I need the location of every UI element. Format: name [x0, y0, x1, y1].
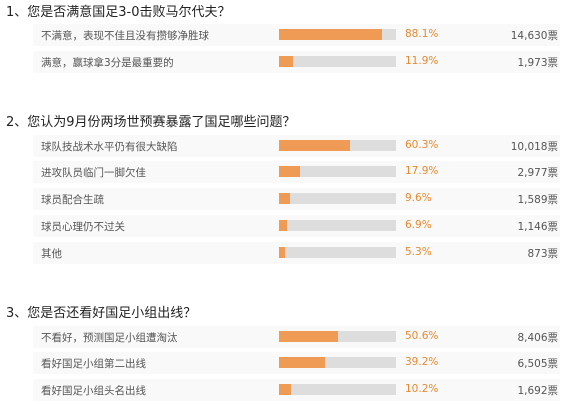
option-percent: 10.2% — [405, 383, 439, 395]
progress-fill — [279, 220, 288, 231]
poll-option-row: 球员心理仍不过关 6.9% 1,146票 — [0, 215, 570, 237]
progress-bar — [279, 331, 396, 342]
poll-option-row: 看好国足小组头名出线 10.2% 1,692票 — [0, 379, 570, 401]
progress-fill — [279, 56, 293, 67]
option-votes: 2,977票 — [517, 167, 558, 179]
option-votes: 8,406票 — [517, 332, 558, 344]
progress-bar — [279, 29, 396, 40]
poll-option-row: 进攻队员临门一脚欠佳 17.9% 2,977票 — [0, 161, 570, 183]
progress-fill — [279, 140, 350, 151]
question-2-title: 2、您认为9月份两场世预赛暴露了国足哪些问题？ — [6, 115, 296, 130]
poll-option-row: 满意，赢球拿3分是最重要的 11.9% 1,973票 — [0, 51, 570, 73]
progress-bar — [279, 193, 396, 204]
option-percent: 11.9% — [405, 55, 439, 67]
option-votes: 1,589票 — [517, 194, 558, 206]
option-label: 看好国足小组头名出线 — [41, 385, 146, 397]
option-percent: 17.9% — [405, 165, 439, 177]
progress-bar — [279, 247, 396, 258]
progress-bar — [279, 166, 396, 177]
poll-option-row: 球队技战术水平仍有很大缺陷 60.3% 10,018票 — [0, 135, 570, 157]
question-1-title: 1、您是否满意国足3-0击败马尔代夫？ — [6, 5, 231, 20]
poll-option-row: 不看好，预测国足小组遭淘汰 50.6% 8,406票 — [0, 326, 570, 348]
option-label: 球员配合生疏 — [41, 194, 104, 206]
progress-fill — [279, 331, 339, 342]
option-label: 进攻队员临门一脚欠佳 — [41, 167, 146, 179]
poll-option-row: 其他 5.3% 873票 — [0, 242, 570, 264]
option-label: 其他 — [41, 248, 62, 260]
option-percent: 9.6% — [405, 192, 432, 204]
option-label: 不看好，预测国足小组遭淘汰 — [41, 332, 178, 344]
option-votes: 10,018票 — [510, 141, 558, 153]
option-votes: 873票 — [527, 248, 558, 260]
progress-fill — [279, 29, 383, 40]
option-label: 满意，赢球拿3分是最重要的 — [41, 57, 174, 69]
progress-bar — [279, 357, 396, 368]
option-percent: 5.3% — [405, 246, 432, 258]
option-label: 看好国足小组第二出线 — [41, 358, 146, 370]
progress-fill — [279, 166, 300, 177]
progress-fill — [279, 193, 291, 204]
option-votes: 14,630票 — [510, 30, 558, 42]
option-votes: 1,146票 — [517, 221, 558, 233]
option-votes: 1,973票 — [517, 57, 558, 69]
option-votes: 6,505票 — [517, 358, 558, 370]
option-percent: 88.1% — [405, 28, 439, 40]
poll-option-row: 看好国足小组第二出线 39.2% 6,505票 — [0, 352, 570, 374]
progress-bar — [279, 56, 396, 67]
progress-bar — [279, 220, 396, 231]
option-label: 球队技战术水平仍有很大缺陷 — [41, 141, 178, 153]
progress-fill — [279, 357, 325, 368]
poll-option-row: 不满意，表现不佳且没有攒够净胜球 88.1% 14,630票 — [0, 24, 570, 46]
progress-fill — [279, 247, 286, 258]
question-3-title: 3、您是否还看好国足小组出线？ — [6, 306, 197, 321]
poll-option-row: 球员配合生疏 9.6% 1,589票 — [0, 188, 570, 210]
option-percent: 39.2% — [405, 356, 439, 368]
progress-bar — [279, 140, 396, 151]
option-votes: 1,692票 — [517, 385, 558, 397]
option-label: 球员心理仍不过关 — [41, 221, 125, 233]
option-percent: 60.3% — [405, 139, 439, 151]
progress-bar — [279, 384, 396, 395]
option-percent: 50.6% — [405, 330, 439, 342]
progress-fill — [279, 384, 291, 395]
option-percent: 6.9% — [405, 219, 432, 231]
option-label: 不满意，表现不佳且没有攒够净胜球 — [41, 30, 209, 42]
